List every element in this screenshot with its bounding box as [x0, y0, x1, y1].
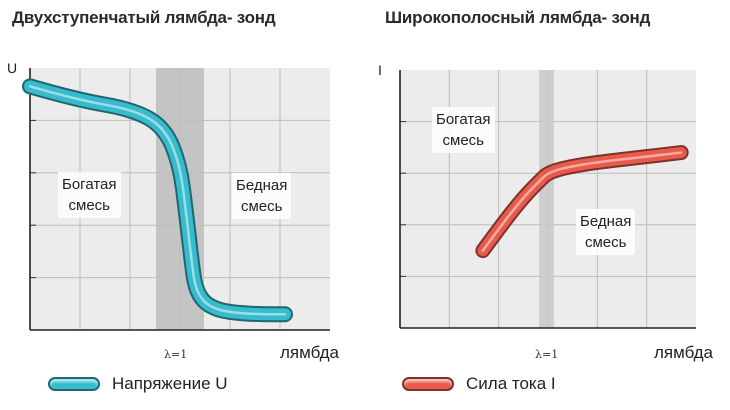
legend-current: Сила тока I: [402, 374, 556, 394]
right-chart-title: Широкополосный лямбда- зонд: [385, 8, 651, 27]
left-rich-mixture-label: Богатая смесь: [58, 172, 121, 218]
series-line-highlight: [28, 85, 287, 316]
right-rich-mixture-label: Богатая смесь: [432, 107, 495, 153]
series-line-highlight: [481, 151, 683, 252]
legend-voltage: Напряжение U: [48, 374, 228, 394]
right-chart: [399, 70, 696, 329]
legend-voltage-swatch: [48, 377, 100, 391]
right-lambda-tick-label: λ=1: [535, 348, 559, 361]
legend-current-swatch: [402, 377, 454, 391]
right-y-axis-label: I: [378, 62, 382, 78]
left-lambda-tick-label: λ=1: [164, 348, 188, 361]
right-lean-mixture-label: Бедная смесь: [576, 209, 636, 255]
right-x-axis-label: лямбда: [654, 343, 713, 362]
left-lean-mixture-label: Бедная смесь: [232, 173, 292, 219]
left-x-axis-label: лямбда: [280, 343, 339, 362]
legend-current-label: Сила тока I: [466, 374, 556, 393]
left-y-axis-label: U: [7, 60, 18, 76]
legend-voltage-label: Напряжение U: [112, 374, 228, 393]
left-chart-title: Двухступенчатый лямбда- зонд: [12, 8, 276, 27]
lambda-one-band: [539, 70, 554, 328]
